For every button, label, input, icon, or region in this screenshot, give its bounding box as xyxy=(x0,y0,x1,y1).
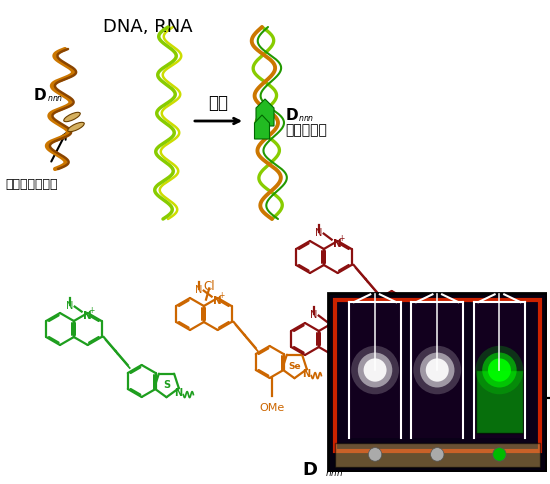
Text: 蛍光発光！: 蛍光発光！ xyxy=(285,123,327,136)
Text: C: C xyxy=(486,393,493,403)
Circle shape xyxy=(426,359,449,382)
Circle shape xyxy=(482,353,516,388)
Text: S: S xyxy=(406,385,413,395)
Text: C=O: C=O xyxy=(512,358,537,368)
FancyBboxPatch shape xyxy=(349,302,401,438)
FancyBboxPatch shape xyxy=(335,443,540,467)
Text: N: N xyxy=(174,387,182,397)
Circle shape xyxy=(364,359,387,382)
Text: $_{nnn}$: $_{nnn}$ xyxy=(47,94,63,104)
Text: Se: Se xyxy=(288,361,301,370)
Text: N: N xyxy=(66,300,73,310)
Text: N: N xyxy=(424,313,432,323)
FancyBboxPatch shape xyxy=(474,302,525,438)
Text: DNA, RNA: DNA, RNA xyxy=(103,18,193,36)
Text: N: N xyxy=(302,368,310,378)
Text: +: + xyxy=(338,234,345,242)
Circle shape xyxy=(493,448,506,461)
Text: 励起子相互作用: 励起子相互作用 xyxy=(5,178,58,191)
Circle shape xyxy=(488,359,511,382)
Text: +: + xyxy=(333,316,340,324)
Text: N: N xyxy=(333,238,342,248)
Text: NH: NH xyxy=(506,393,522,403)
Text: N: N xyxy=(328,320,337,330)
Circle shape xyxy=(420,353,454,388)
Text: $\mathbf{D}$: $\mathbf{D}$ xyxy=(302,460,318,478)
Text: O: O xyxy=(485,383,494,393)
FancyBboxPatch shape xyxy=(476,370,524,433)
Text: N: N xyxy=(315,227,322,237)
Text: NH: NH xyxy=(516,345,532,355)
Text: NH: NH xyxy=(462,376,478,386)
Circle shape xyxy=(368,448,382,461)
Ellipse shape xyxy=(64,113,80,122)
FancyArrow shape xyxy=(256,100,274,127)
FancyArrow shape xyxy=(255,116,270,140)
Text: N: N xyxy=(195,284,202,294)
Text: O: O xyxy=(459,348,468,358)
FancyBboxPatch shape xyxy=(411,302,463,438)
Text: N: N xyxy=(83,310,92,320)
FancyBboxPatch shape xyxy=(328,294,546,471)
Ellipse shape xyxy=(68,123,84,133)
Text: S: S xyxy=(413,305,420,316)
Text: N: N xyxy=(213,295,222,305)
Text: $\mathbf{D}$: $\mathbf{D}$ xyxy=(285,107,299,123)
Text: N: N xyxy=(417,393,425,403)
Text: +: + xyxy=(218,290,225,300)
Circle shape xyxy=(351,346,399,394)
FancyBboxPatch shape xyxy=(335,301,540,451)
Text: S: S xyxy=(163,379,170,390)
Text: $_{nnn}$: $_{nnn}$ xyxy=(298,114,315,124)
Text: $\mathbf{D}$: $\mathbf{D}$ xyxy=(33,87,47,103)
Circle shape xyxy=(431,448,444,461)
Text: N: N xyxy=(310,309,317,319)
Text: $_{nnn}$: $_{nnn}$ xyxy=(325,466,343,479)
Circle shape xyxy=(476,346,524,394)
Text: Cl: Cl xyxy=(204,279,215,292)
Circle shape xyxy=(358,353,392,388)
Text: +: + xyxy=(89,305,95,315)
Circle shape xyxy=(414,346,461,394)
Text: OMe: OMe xyxy=(259,402,284,412)
Text: 結合: 結合 xyxy=(208,94,228,112)
Text: N: N xyxy=(520,393,529,403)
